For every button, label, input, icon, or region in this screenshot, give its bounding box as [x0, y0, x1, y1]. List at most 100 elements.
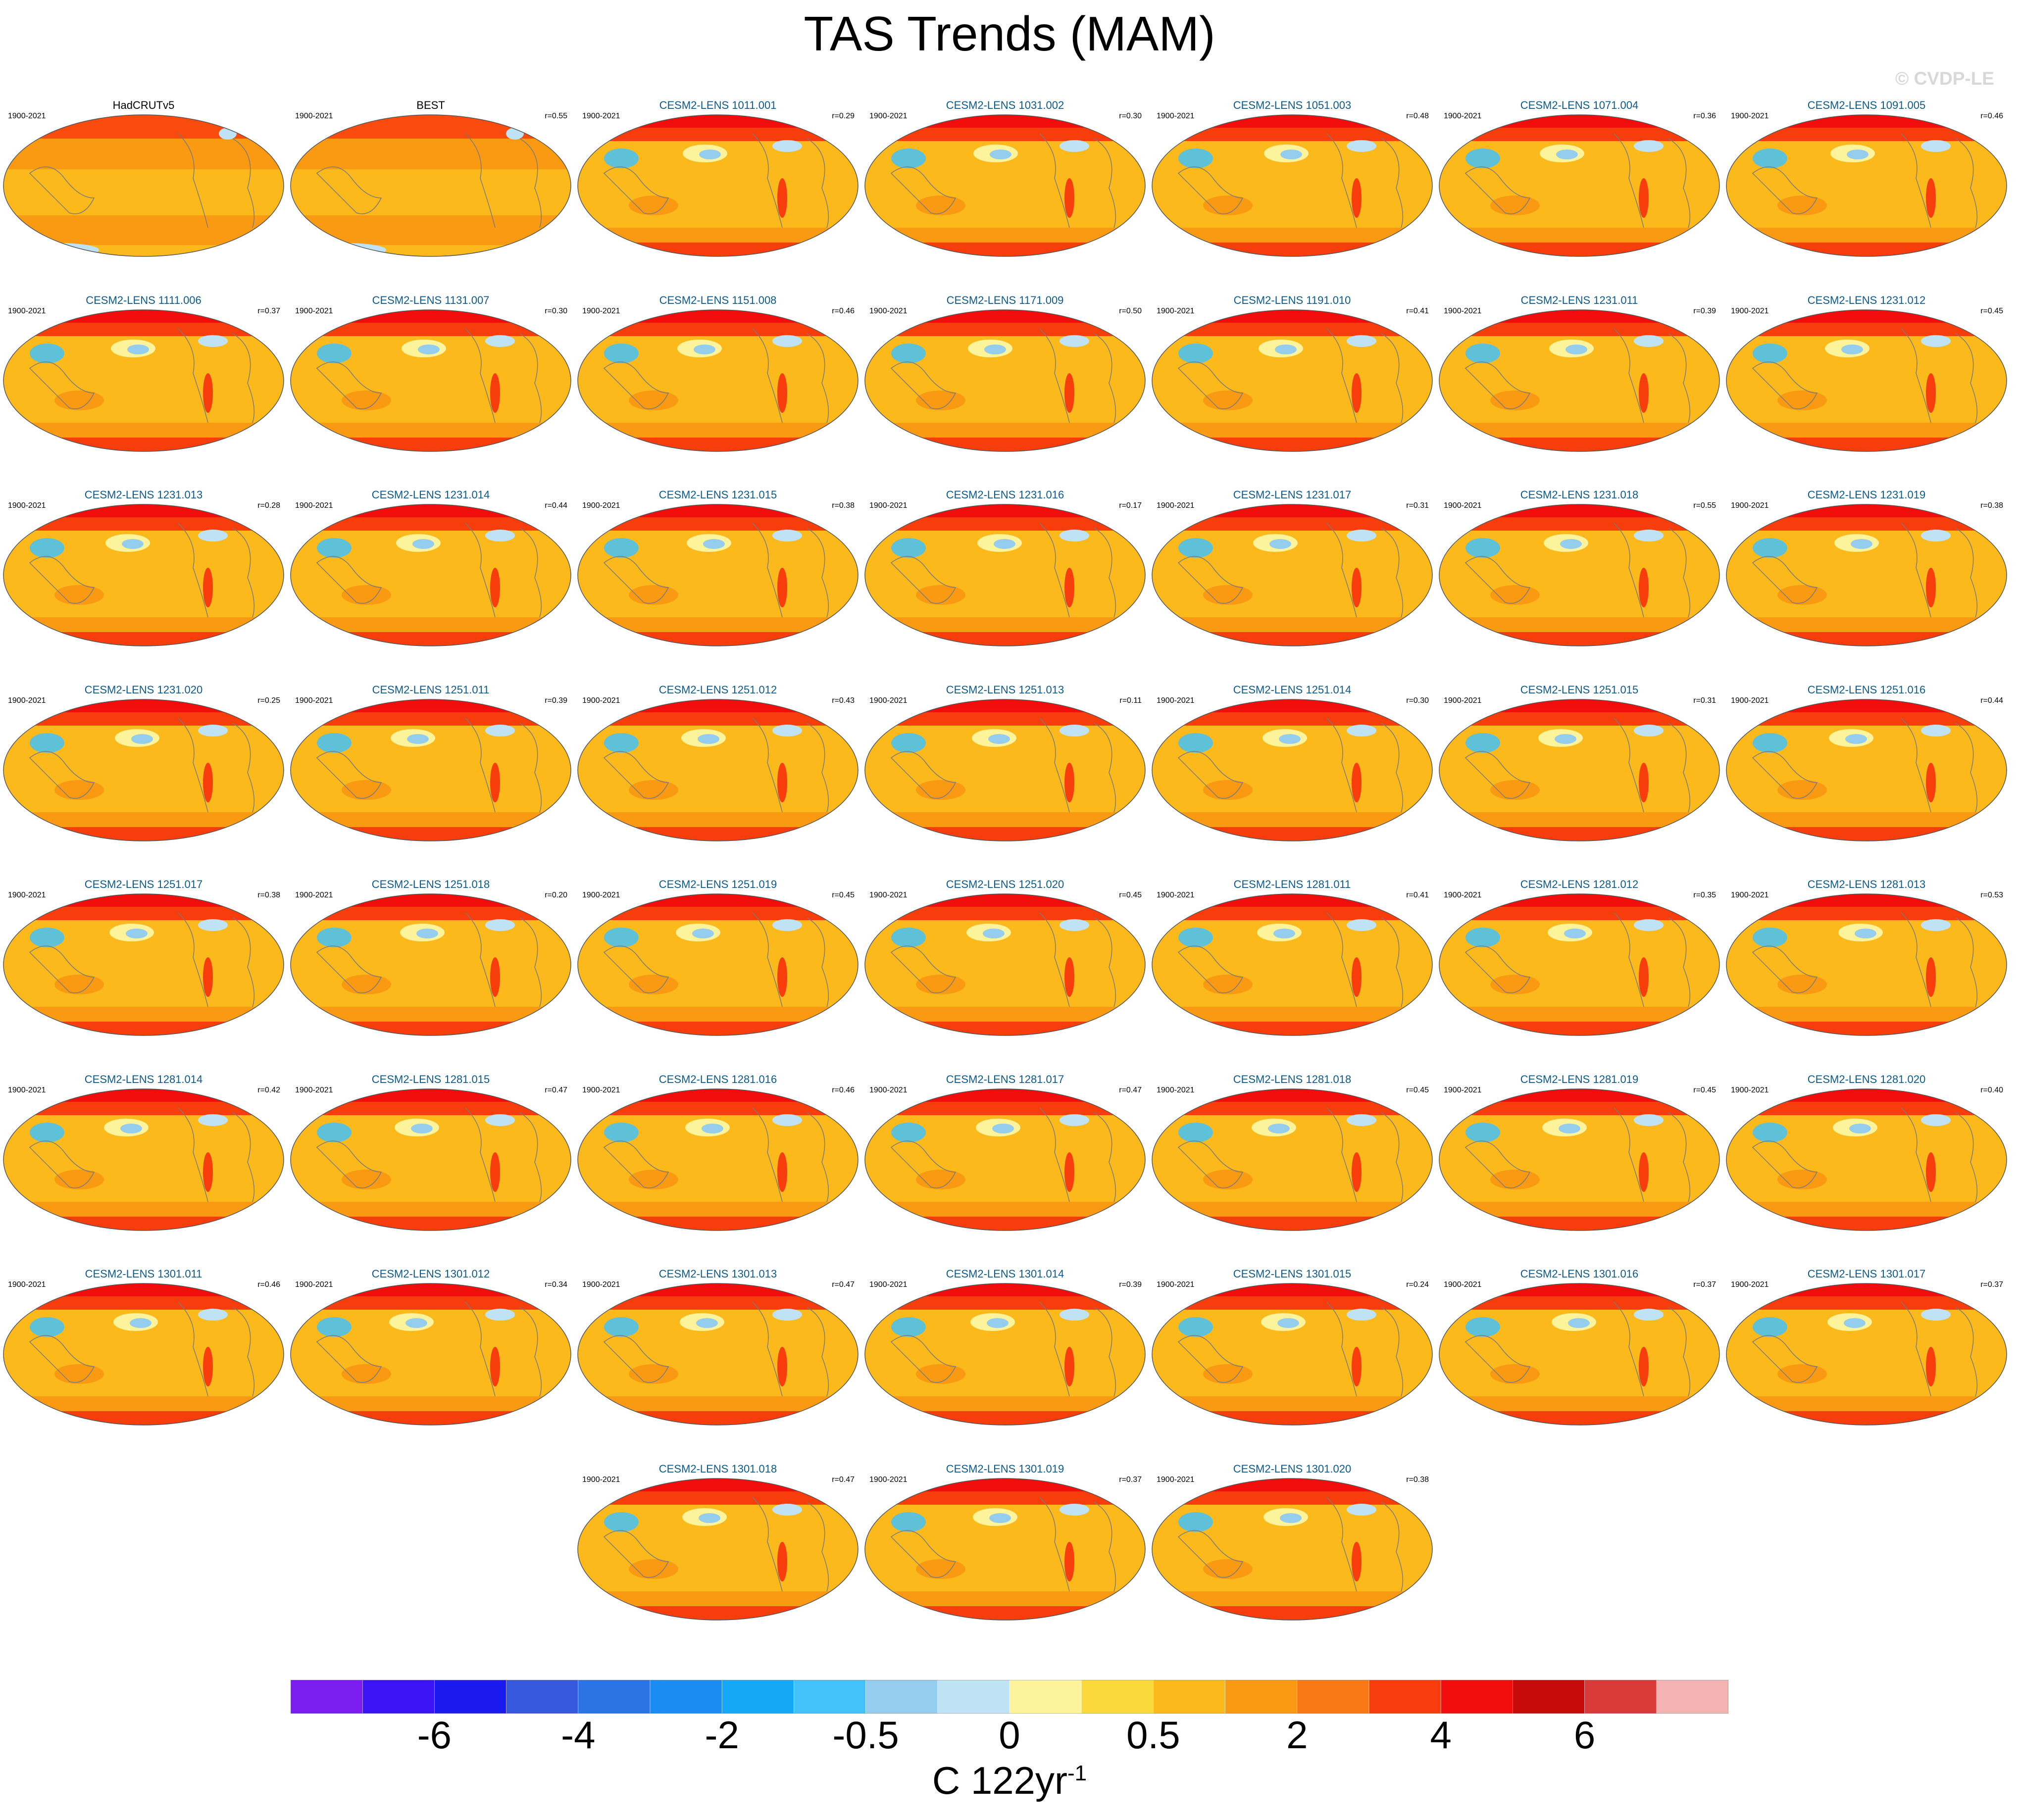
field-antarctic-warming [1726, 1216, 2007, 1230]
map-border [1726, 1283, 2007, 1426]
map-svg [1439, 114, 1720, 257]
map-svg [864, 1088, 1146, 1231]
map-field [1152, 115, 1432, 256]
field-atlantic-cool [485, 530, 515, 541]
map-panel: CESM2-LENS 1231.020 1900-2021 r=0.25 [0, 684, 287, 877]
map-border [1152, 1477, 1433, 1621]
colorbar-swatch [1081, 1680, 1154, 1714]
panel-period: 1900-2021 [1157, 696, 1195, 705]
panel-correlation: r=0.36 [1693, 112, 1716, 120]
coastline [232, 1112, 255, 1202]
panel-title: CESM2-LENS 1231.020 [84, 683, 203, 696]
panel-title: CESM2-LENS 1051.003 [1233, 99, 1352, 111]
map-panel: HadCRUTv5 1900-2021 [0, 99, 287, 292]
coastline [1614, 523, 1644, 618]
field-antarctic-warming [291, 1022, 571, 1035]
map-border [1439, 698, 1720, 841]
field-asia-cool [317, 928, 352, 947]
panel-period: 1900-2021 [1157, 1475, 1195, 1484]
map-svg [3, 114, 284, 257]
coastline [1177, 166, 1244, 214]
field-asia-cool [604, 148, 639, 168]
field-s-america [1926, 1152, 1936, 1192]
field-s-america [777, 373, 787, 413]
map-field [1439, 699, 1719, 841]
field-pacific-cool [1280, 1513, 1302, 1523]
coastline [1955, 917, 1978, 1007]
map-svg [1152, 1088, 1433, 1231]
map-field [3, 699, 284, 841]
watermark: © CVDP-LE [1895, 68, 1994, 89]
coastline [1752, 166, 1818, 214]
coastline [29, 166, 95, 214]
panel-correlation: r=0.41 [1406, 306, 1429, 315]
map-border [864, 114, 1146, 257]
field-s-america [777, 1347, 787, 1386]
field-atlantic-cool [1634, 530, 1664, 541]
map-panel: CESM2-LENS 1251.018 1900-2021 r=0.20 [287, 878, 574, 1071]
coastline [1094, 1307, 1116, 1397]
panel-title: CESM2-LENS 1281.018 [1233, 1073, 1352, 1085]
map-panel: CESM2-LENS 1281.015 1900-2021 r=0.47 [287, 1073, 574, 1266]
coastline [1326, 328, 1357, 423]
map-border [3, 1088, 284, 1231]
field-asia-cool [891, 1122, 926, 1142]
panel-period: 1900-2021 [1157, 112, 1195, 120]
map-field [1439, 1283, 1719, 1425]
map-svg [3, 1088, 284, 1231]
panel-period: 1900-2021 [582, 1280, 620, 1289]
map-field [578, 504, 858, 646]
panel-period: 1900-2021 [1157, 501, 1195, 510]
coastline [603, 361, 669, 409]
units-superscript: -1 [1067, 1761, 1087, 1785]
map-panel: CESM2-LENS 1281.013 1900-2021 r=0.53 [1723, 878, 2010, 1071]
panel-correlation: r=0.41 [1406, 891, 1429, 899]
field-pacific-cool [987, 1318, 1009, 1328]
map-svg [1152, 893, 1433, 1036]
coastline [752, 328, 783, 423]
map-panel: CESM2-LENS 1281.014 1900-2021 r=0.42 [0, 1073, 287, 1266]
coastline [232, 722, 255, 812]
colorbar-swatch [578, 1680, 651, 1714]
coastline [519, 333, 542, 423]
map-field [1439, 1088, 1719, 1230]
map-border [1439, 309, 1720, 452]
coastline [1464, 361, 1531, 409]
coastline [1381, 917, 1404, 1007]
field-atlantic-cool [1921, 335, 1951, 347]
coastline [1039, 717, 1070, 812]
coastline [1094, 528, 1116, 618]
map-svg [577, 309, 858, 452]
map-panel: CESM2-LENS 1251.013 1900-2021 r=0.11 [861, 684, 1149, 877]
field-s-america [1064, 1541, 1074, 1581]
field-asia-cool [1178, 928, 1213, 947]
panel-title: CESM2-LENS 1301.016 [1520, 1268, 1639, 1280]
field-pacific-cool [1269, 539, 1291, 549]
map-panel: CESM2-LENS 1231.017 1900-2021 r=0.31 [1149, 489, 1436, 682]
field-atlantic-cool [1060, 530, 1089, 541]
coastline [1614, 1302, 1644, 1397]
panel-period: 1900-2021 [869, 891, 908, 899]
field-pacific-cool [692, 929, 714, 938]
panel-correlation: r=0.47 [545, 1085, 567, 1094]
panel-period: 1900-2021 [1731, 306, 1769, 315]
coastline [519, 138, 542, 228]
map-border [864, 504, 1146, 646]
coastline [1668, 528, 1691, 618]
coastline [807, 333, 829, 423]
coastline [29, 556, 95, 604]
field-s-america [490, 1347, 500, 1386]
panel-title: CESM2-LENS 1231.017 [1233, 489, 1352, 501]
map-svg [1439, 893, 1720, 1036]
panel-period: 1900-2021 [295, 696, 333, 705]
panel-title: CESM2-LENS 1251.018 [371, 878, 490, 890]
map-panel: CESM2-LENS 1051.003 1900-2021 r=0.48 [1149, 99, 1436, 292]
panel-period: 1900-2021 [869, 1475, 908, 1484]
field-s-america [777, 957, 787, 997]
map-border [3, 1283, 284, 1426]
panel-title: CESM2-LENS 1301.015 [1233, 1268, 1352, 1280]
field-antarctic-warming [3, 632, 284, 646]
panel-correlation: r=0.55 [1693, 501, 1716, 510]
field-s-america [1352, 957, 1362, 997]
field-antarctic-warming [578, 827, 858, 841]
